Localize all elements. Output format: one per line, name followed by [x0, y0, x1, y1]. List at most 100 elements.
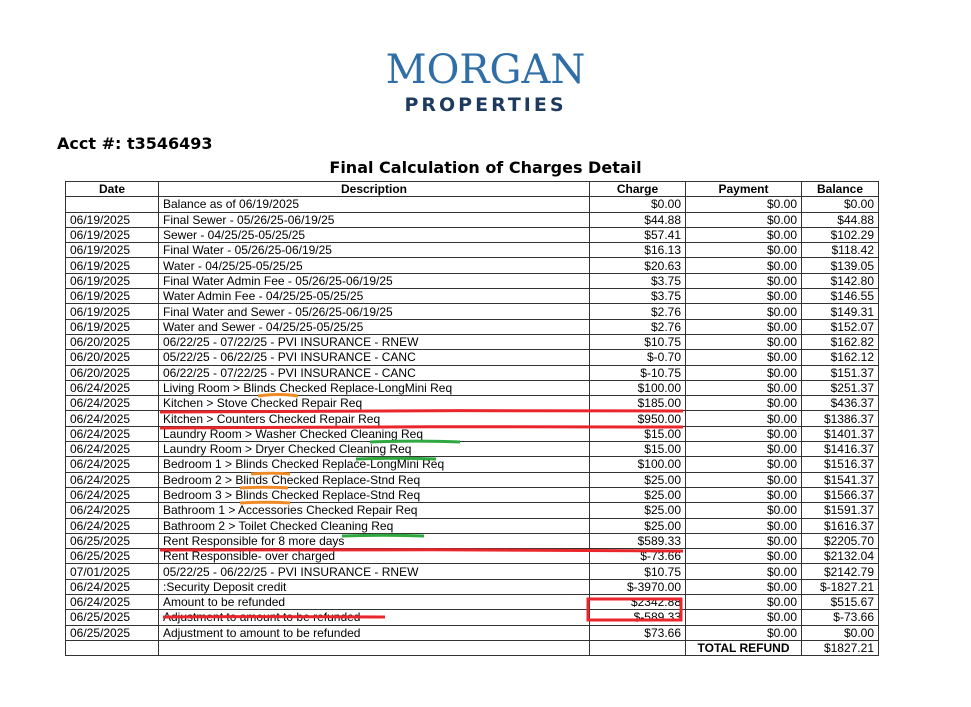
row-payment-cell: $0.00 — [685, 624, 802, 641]
row-balance-cell: $2132.04 — [801, 548, 879, 565]
row-charge-cell: $3.75 — [589, 272, 686, 290]
row-payment-cell: $0.00 — [685, 349, 802, 366]
row-balance-cell: $142.80 — [801, 272, 879, 290]
row-date-cell: 06/24/2025 — [65, 425, 159, 443]
table-row: 06/24/2025 Amount to be refunded $2342.88 $… — [65, 594, 879, 611]
row-payment-cell: $0.00 — [685, 471, 802, 488]
row-description-cell: Water Admin Fee - 04/25/25-05/25/25 — [158, 288, 590, 305]
row-payment-cell: $0.00 — [685, 410, 802, 427]
row-balance-cell: $44.88 — [801, 211, 879, 228]
table-row: 06/25/2025 Rent Responsible for 8 more da… — [65, 532, 879, 550]
table-row: 06/24/2025 Kitchen > Stove Checked Repair… — [65, 395, 879, 412]
row-balance-cell: $146.55 — [801, 288, 879, 305]
row-payment-cell: $0.00 — [685, 563, 802, 580]
row-payment-cell: $0.00 — [685, 242, 802, 259]
row-description-cell: Rent Responsible- over charged — [158, 548, 590, 565]
row-charge-cell: $25.00 — [589, 471, 686, 488]
account-number: Acct #: t3546493 — [57, 134, 213, 153]
row-description-cell: Laundry Room > Washer Checked Cleaning R… — [158, 425, 590, 443]
row-description-cell: Balance as of 06/19/2025 — [158, 196, 590, 213]
row-date-cell: 06/19/2025 — [65, 288, 159, 305]
row-description-cell: Rent Responsible for 8 more days — [158, 532, 590, 550]
row-charge-cell: $589.33 — [589, 532, 686, 550]
row-date-cell: 06/24/2025 — [65, 410, 159, 427]
row-date-cell: 06/24/2025 — [65, 486, 159, 504]
row-payment-cell: $0.00 — [685, 257, 802, 274]
column-header-description: Description — [158, 180, 590, 198]
row-payment-cell: $0.00 — [685, 517, 802, 534]
row-payment-cell: $0.00 — [685, 486, 802, 504]
table-row: 06/19/2025 Final Water and Sewer - 05/26/… — [65, 303, 879, 320]
row-date-cell: 06/20/2025 — [65, 333, 159, 351]
row-charge-cell: $15.00 — [589, 425, 686, 443]
row-charge-cell: $2.76 — [589, 318, 686, 335]
row-balance-cell: $152.07 — [801, 318, 879, 335]
row-payment-cell: $0.00 — [685, 395, 802, 412]
row-description-cell: 06/22/25 - 07/22/25 - PVI INSURANCE - RN… — [158, 333, 590, 351]
row-charge-cell: $73.66 — [589, 624, 686, 641]
row-charge-cell: $25.00 — [589, 502, 686, 519]
row-payment-cell: $0.00 — [685, 441, 802, 458]
row-balance-cell: $436.37 — [801, 395, 879, 412]
table-row: 06/24/2025 Laundry Room > Washer Checked … — [65, 425, 879, 443]
row-description-cell: Water - 04/25/25-05/25/25 — [158, 257, 590, 274]
row-payment-cell: $0.00 — [685, 364, 802, 381]
row-description-cell: Final Water Admin Fee - 05/26/25-06/19/2… — [158, 272, 590, 290]
table-row: 06/19/2025 Sewer - 04/25/25-05/25/25 $57.4… — [65, 226, 879, 244]
row-date-cell: 06/24/2025 — [65, 502, 159, 519]
row-date-cell: 06/24/2025 — [65, 379, 159, 397]
row-charge-cell: $15.00 — [589, 441, 686, 458]
column-header-date: Date — [65, 180, 159, 198]
row-date-cell: 06/24/2025 — [65, 594, 159, 611]
row-balance-cell: $2142.79 — [801, 563, 879, 580]
row-charge-cell: $10.75 — [589, 333, 686, 351]
row-payment-cell: $0.00 — [685, 456, 802, 473]
table-row: 06/19/2025 Final Water Admin Fee - 05/26/… — [65, 272, 879, 290]
row-balance-cell: $-1827.21 — [801, 578, 879, 596]
row-description-cell: Water and Sewer - 04/25/25-05/25/25 — [158, 318, 590, 335]
row-balance-cell: $1616.37 — [801, 517, 879, 534]
row-date-cell: 06/25/2025 — [65, 548, 159, 565]
row-charge-cell: $-589.33 — [589, 609, 686, 626]
row-balance-cell: $1401.37 — [801, 425, 879, 443]
row-payment-cell: $0.00 — [685, 211, 802, 228]
table-row: Balance as of 06/19/2025 $0.00 $0.00 $0.00 — [65, 196, 879, 213]
row-balance-cell: $0.00 — [801, 624, 879, 641]
table-body: Balance as of 06/19/2025 $0.00 $0.00 $0.00 0… — [65, 196, 879, 641]
row-payment-cell: $0.00 — [685, 502, 802, 519]
row-date-cell: 06/20/2025 — [65, 349, 159, 366]
table-row: 07/01/2025 05/22/25 - 06/22/25 - PVI INSU… — [65, 563, 879, 580]
row-date-cell: 06/20/2025 — [65, 364, 159, 381]
table-row: 06/24/2025 Bathroom 2 > Toilet Checked Cl… — [65, 517, 879, 534]
row-charge-cell: $20.63 — [589, 257, 686, 274]
total-refund-value: $1827.21 — [801, 639, 879, 657]
row-date-cell: 06/19/2025 — [65, 272, 159, 290]
row-date-cell: 06/24/2025 — [65, 441, 159, 458]
row-date-cell: 07/01/2025 — [65, 563, 159, 580]
row-balance-cell: $1416.37 — [801, 441, 879, 458]
row-description-cell: Amount to be refunded — [158, 594, 590, 611]
company-logo-properties: PROPERTIES — [404, 94, 567, 116]
table-row: 06/20/2025 06/22/25 - 07/22/25 - PVI INSU… — [65, 333, 879, 351]
column-header-charge: Charge — [589, 180, 686, 198]
table-row: 06/20/2025 05/22/25 - 06/22/25 - PVI INSU… — [65, 349, 879, 366]
row-date-cell: 06/19/2025 — [65, 226, 159, 244]
row-date-cell: 06/25/2025 — [65, 609, 159, 626]
table-row: 06/24/2025:Security Deposit credit $-3970… — [65, 578, 879, 596]
row-balance-cell: $102.29 — [801, 226, 879, 244]
row-balance-cell: $1386.37 — [801, 410, 879, 427]
company-logo-morgan: MORGAN — [385, 47, 586, 93]
row-description-cell: 05/22/25 - 06/22/25 - PVI INSURANCE - CA… — [158, 349, 590, 366]
row-description-cell: Final Water and Sewer - 05/26/25-06/19/2… — [158, 303, 590, 320]
table-row: 06/19/2025 Final Water - 05/26/25-06/19/2… — [65, 242, 879, 259]
row-date-cell: 06/19/2025 — [65, 303, 159, 320]
row-balance-cell: $151.37 — [801, 364, 879, 381]
row-payment-cell: $0.00 — [685, 609, 802, 626]
row-balance-cell: $2205.70 — [801, 532, 879, 550]
column-header-payment: Payment — [685, 180, 802, 198]
row-balance-cell: $139.05 — [801, 257, 879, 274]
table-row: 06/25/2025 Rent Responsible- over charged… — [65, 548, 879, 565]
table-row: 06/24/2025 Bedroom 3 > Blinds Checked Rep… — [65, 486, 879, 504]
row-payment-cell: $0.00 — [685, 333, 802, 351]
table-row: 06/19/2025 Water - 04/25/25-05/25/25 $20.6… — [65, 257, 879, 274]
